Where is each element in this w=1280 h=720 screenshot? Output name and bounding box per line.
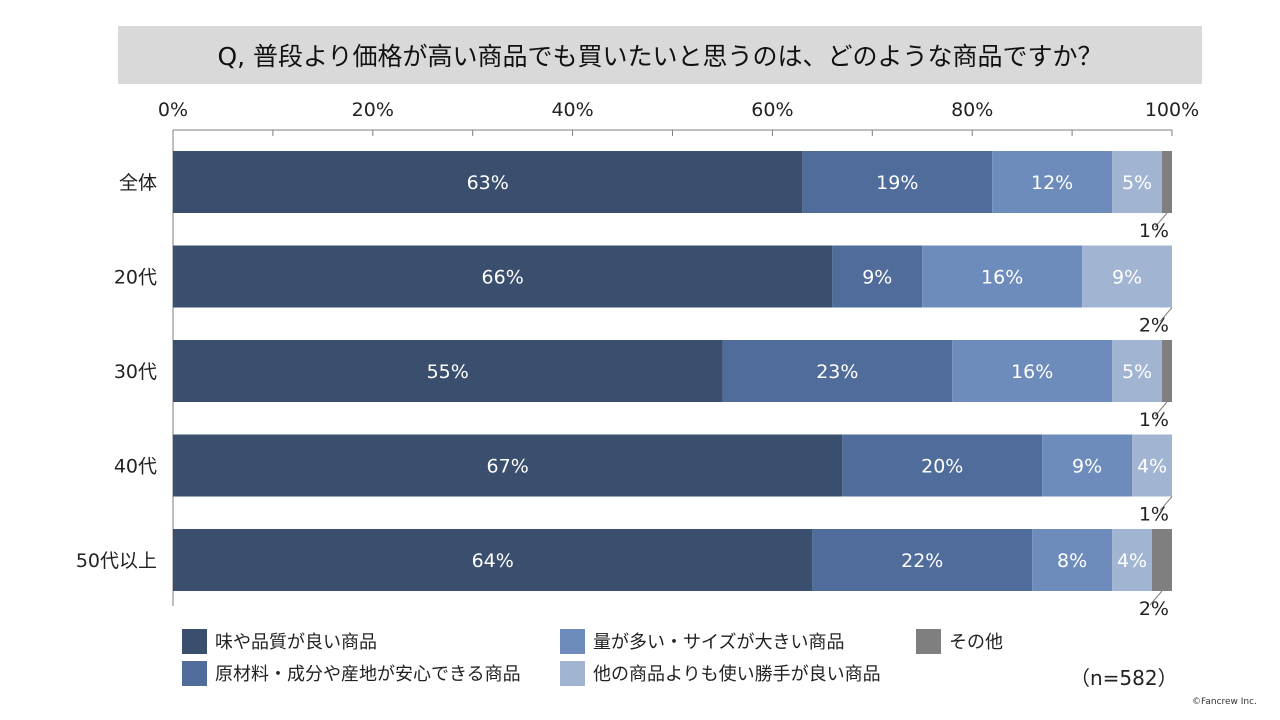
bar-segment (952, 340, 1113, 402)
bar-segment (1132, 434, 1172, 497)
data-label: 66% (482, 267, 524, 289)
bar-segment (812, 529, 1033, 591)
data-label: 12% (1031, 172, 1073, 194)
chart-title: Q, 普段より価格が高い商品でも買いたいと思うのは、どのような商品ですか？ (118, 26, 1202, 84)
data-label: 9% (1072, 456, 1102, 478)
legend-label-other: その他 (949, 632, 1003, 653)
data-label: 16% (981, 267, 1023, 289)
copyright: ©Fancrew Inc. (1192, 697, 1257, 707)
leader-line (1159, 496, 1173, 511)
bar-segment (173, 529, 813, 591)
category-label: 40代 (114, 456, 157, 478)
bar-segment (802, 151, 993, 213)
data-label: 5% (1122, 361, 1152, 383)
data-label: 63% (467, 172, 509, 194)
data-label: 20% (921, 456, 963, 478)
leader-line (1154, 212, 1168, 228)
x-tick-label: 80% (951, 99, 993, 121)
category-label: 20代 (114, 267, 157, 289)
legend-item-usability: 他の商品よりも使い勝手が良い商品 (560, 660, 881, 686)
category-label: 50代以上 (76, 550, 157, 572)
legend-item-taste-quality: 味や品質が良い商品 (182, 628, 377, 654)
data-label: 64% (472, 550, 514, 572)
leader-line (1154, 401, 1168, 417)
data-label: 67% (487, 456, 529, 478)
data-label: 8% (1057, 550, 1087, 572)
legend-swatch-usability (560, 660, 585, 686)
legend-item-size-quantity: 量が多い・サイズが大きい商品 (560, 628, 844, 654)
x-tick-label: 60% (751, 99, 793, 121)
bar-segment (832, 245, 923, 308)
data-label-outside: 2% (1139, 315, 1169, 337)
x-tick-label: 100% (1145, 99, 1199, 121)
bar-segment (1032, 529, 1113, 591)
bar-segment (1082, 245, 1172, 308)
bar-segment (922, 245, 1083, 308)
x-tick-label: 0% (158, 99, 188, 121)
data-label-outside: 1% (1139, 409, 1169, 431)
data-label: 5% (1122, 172, 1152, 194)
legend-swatch-ingredients-origin (182, 660, 207, 686)
x-tick-label: 40% (551, 99, 593, 121)
legend-label-ingredients-origin: 原材料・成分や産地が安心できる商品 (215, 664, 521, 685)
legend-swatch-taste-quality (182, 628, 207, 654)
bar-segment (1162, 151, 1172, 213)
leader-line (1149, 590, 1163, 606)
data-label: 23% (816, 361, 858, 383)
legend-label-usability: 他の商品よりも使い勝手が良い商品 (593, 664, 881, 685)
legend-item-other: その他 (916, 628, 1003, 654)
bar-segment (1152, 529, 1172, 591)
bar-segment (173, 340, 723, 402)
category-label: 全体 (119, 172, 157, 194)
legend-label-size-quantity: 量が多い・サイズが大きい商品 (593, 632, 845, 653)
data-label: 4% (1117, 550, 1147, 572)
legend-label-taste-quality: 味や品質が良い商品 (215, 632, 377, 653)
bar-segment (173, 151, 803, 213)
bar-segment (173, 434, 843, 497)
bar-segment (1042, 434, 1133, 497)
data-label: 19% (876, 172, 918, 194)
data-label: 55% (427, 361, 469, 383)
data-label: 9% (1112, 267, 1142, 289)
data-label: 9% (862, 267, 892, 289)
legend-swatch-size-quantity (560, 628, 585, 654)
sample-size: （n=582） (1070, 666, 1178, 690)
bar-segment (1112, 529, 1153, 591)
data-label-outside: 1% (1139, 220, 1169, 242)
bar-segment (173, 245, 833, 308)
data-label: 16% (1011, 361, 1053, 383)
data-label: 4% (1137, 456, 1167, 478)
legend-swatch-other (916, 628, 941, 654)
category-label: 30代 (114, 361, 157, 383)
data-label: 22% (901, 550, 943, 572)
leader-line (1159, 307, 1173, 322)
legend: 味や品質が良い商品 原材料・成分や産地が安心できる商品 量が多い・サイズが大きい… (182, 628, 1022, 692)
data-label-outside: 2% (1139, 598, 1169, 620)
legend-item-ingredients-origin: 原材料・成分や産地が安心できる商品 (182, 660, 521, 686)
bar-segment (1112, 340, 1163, 402)
bar-segment (1162, 340, 1172, 402)
bar-segment (1112, 151, 1163, 213)
x-tick-label: 20% (352, 99, 394, 121)
bar-segment (722, 340, 953, 402)
bar-segment (842, 434, 1043, 497)
data-label-outside: 1% (1139, 504, 1169, 526)
bar-segment (992, 151, 1113, 213)
